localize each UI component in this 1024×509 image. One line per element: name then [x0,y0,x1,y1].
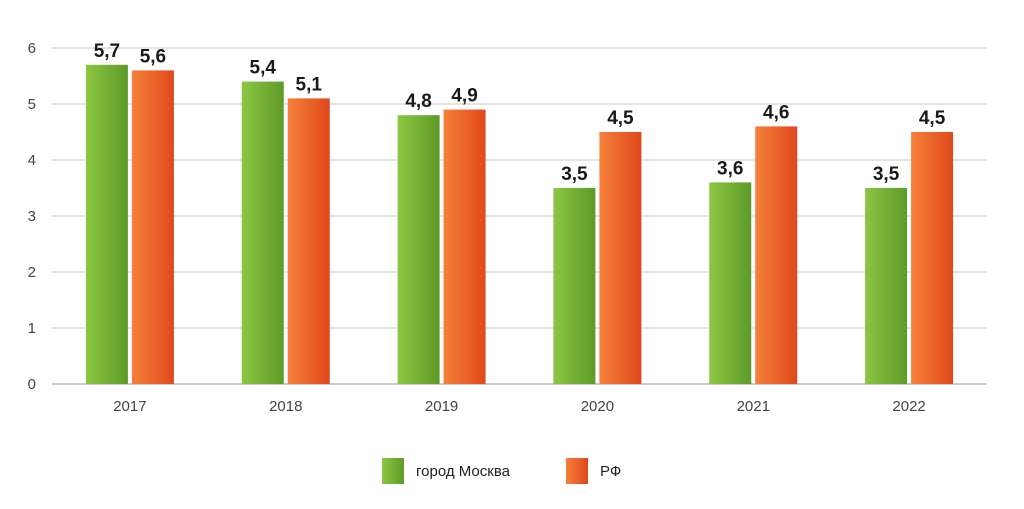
bar-rf-2022 [911,132,954,384]
y-axis-ticks: 0 1 2 3 4 5 6 [28,40,36,393]
legend-swatch-moscow [382,458,404,484]
data-labels: 5,7 5,6 5,4 5,1 4,8 4,9 3,5 4,5 3,6 4,6 3,5 4,5 [94,41,946,185]
bar-moscow-2019 [397,115,440,384]
bar-moscow-2020 [553,188,596,384]
gridlines [52,47,987,385]
bar-rf-2020 [599,132,642,384]
legend-item-rf: РФ [566,458,621,484]
data-label: 5,4 [250,58,277,79]
bar-rf-2019 [443,109,486,384]
bars [85,64,954,385]
x-axis-ticks: 2017 2018 2019 2020 2021 2022 [113,398,926,415]
data-label: 4,5 [919,108,946,129]
x-tick-label: 2020 [581,398,614,415]
bar-moscow-2022 [865,188,908,384]
y-tick-label: 2 [28,264,36,281]
y-tick-label: 3 [28,208,36,225]
y-tick-label: 0 [28,376,36,393]
data-label: 3,6 [717,158,743,179]
data-label: 3,5 [561,164,588,185]
legend-label-rf: РФ [600,462,622,480]
data-label: 5,1 [296,74,323,95]
data-label: 4,6 [763,102,789,123]
bar-moscow-2017 [85,64,128,385]
data-label: 4,9 [451,86,477,107]
bar-rf-2017 [131,70,174,385]
x-tick-label: 2021 [737,398,770,415]
legend-label-moscow: город Москва [416,462,510,480]
x-tick-label: 2017 [113,398,146,415]
bar-rf-2018 [287,98,330,385]
y-tick-label: 5 [28,96,36,113]
data-label: 5,7 [94,41,120,62]
bar-moscow-2018 [241,81,284,384]
data-label: 3,5 [873,164,900,185]
bar-rf-2021 [755,126,798,385]
x-tick-label: 2019 [425,398,458,415]
data-label: 5,6 [140,46,166,67]
data-label: 4,8 [405,91,431,112]
y-tick-label: 1 [28,320,36,337]
x-tick-label: 2022 [892,398,925,415]
legend-item-moscow: город Москва [382,458,510,484]
x-tick-label: 2018 [269,398,302,415]
legend: город Москва РФ [0,458,1024,484]
data-label: 4,5 [607,108,634,129]
y-tick-label: 6 [28,40,36,57]
y-tick-label: 4 [28,152,36,169]
legend-swatch-rf [566,458,588,484]
bar-moscow-2021 [709,182,752,384]
